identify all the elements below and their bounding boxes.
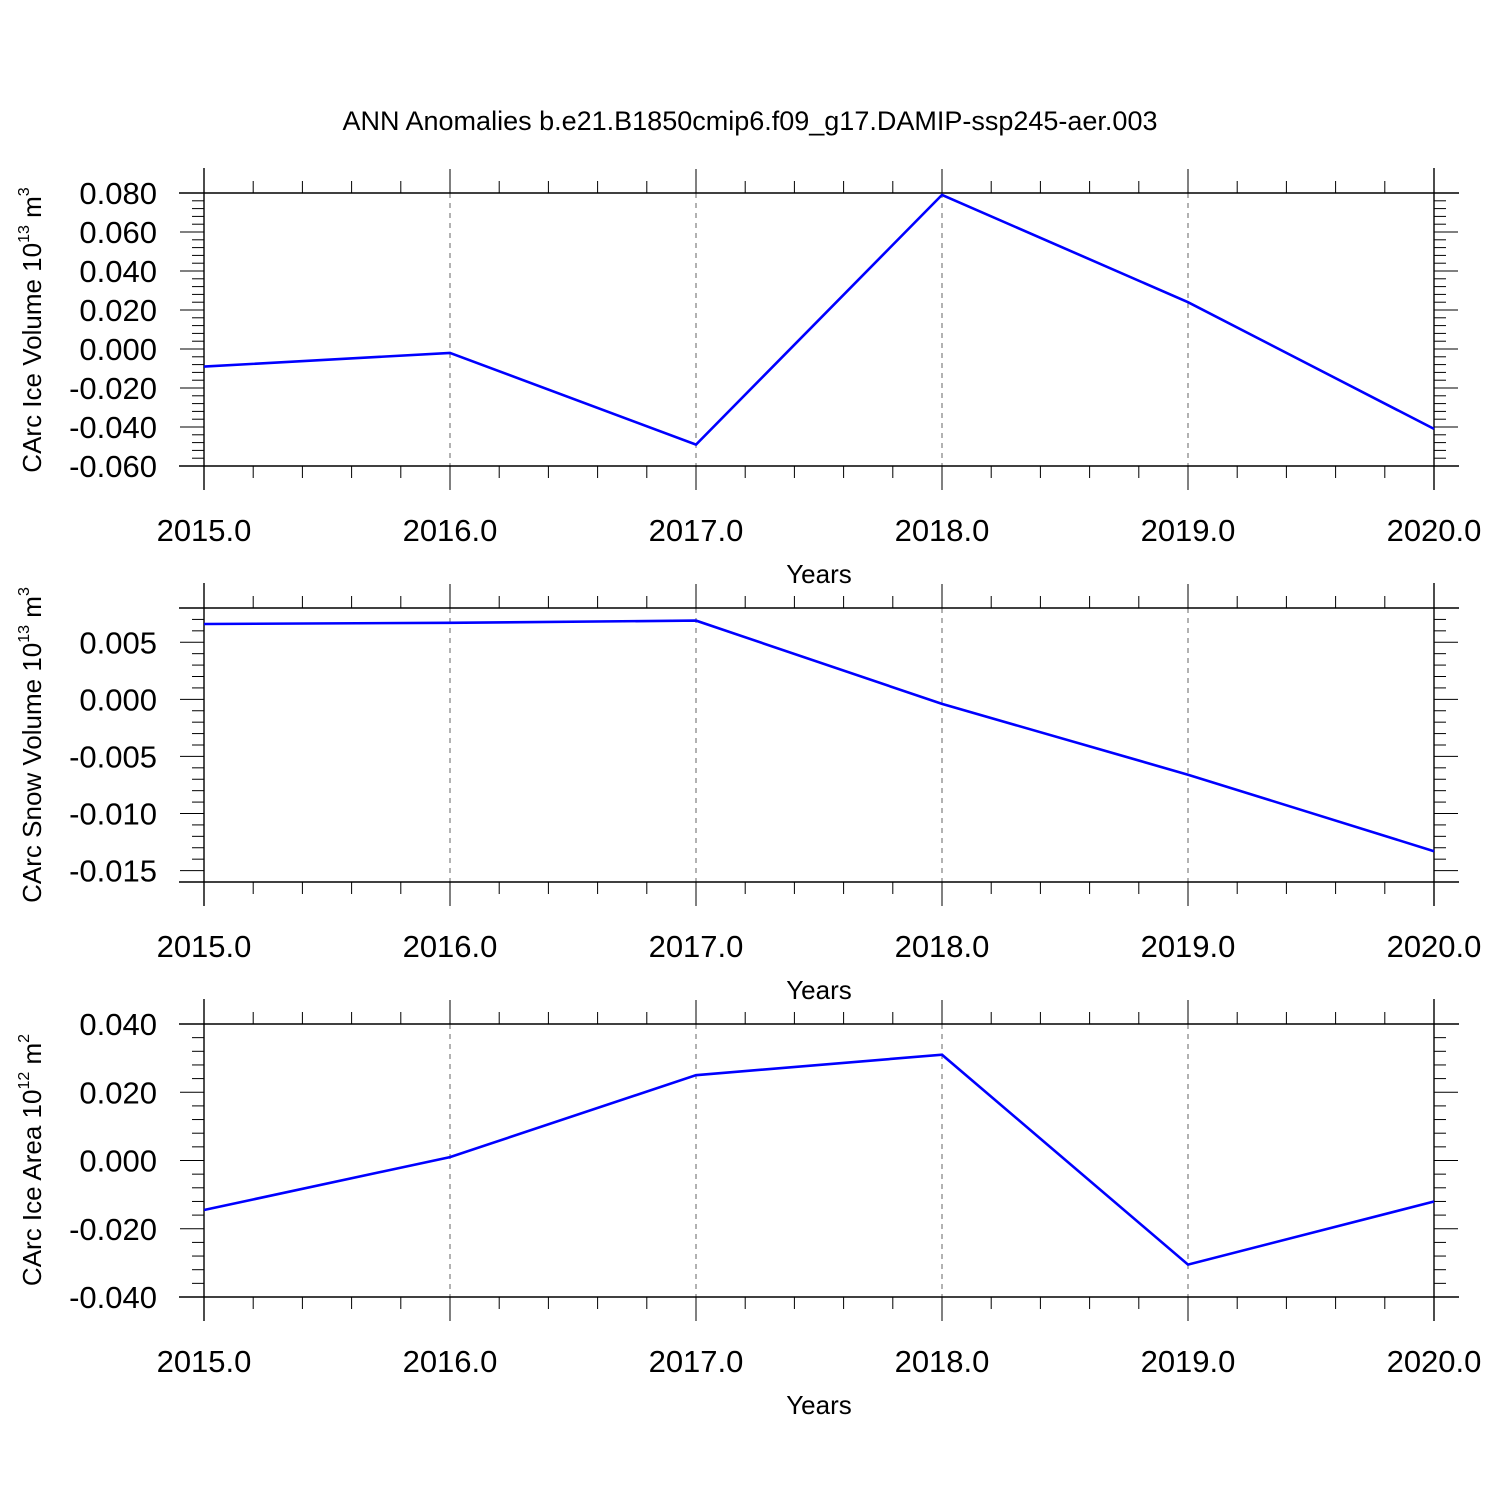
y-tick-label: -0.015	[69, 854, 157, 889]
x-tick-label: 2018.0	[895, 513, 990, 548]
y-tick-label: -0.020	[69, 371, 157, 406]
x-tick-label: 2016.0	[403, 929, 498, 964]
ice-volume-panel: -0.060 -0.040 -0.020 0.000 0.020 0.040 0.060 0.…	[16, 168, 1481, 589]
x-tick-label: 2019.0	[1141, 929, 1236, 964]
y-tick-label: 0.040	[79, 254, 157, 289]
figure-title: ANN Anomalies b.e21.B1850cmip6.f09_g17.D…	[343, 106, 1158, 136]
y-tick-label: -0.010	[69, 797, 157, 832]
x-axis-title: Years	[786, 559, 852, 589]
x-tick-label: 2020.0	[1387, 1344, 1482, 1379]
y-axis-title: CArc Ice Volume 1013 m3	[16, 187, 47, 472]
x-axis-title: Years	[786, 1390, 852, 1420]
y-tick-label: 0.020	[79, 1075, 157, 1110]
x-tick-label: 2015.0	[157, 1344, 252, 1379]
y-tick-label: 0.005	[79, 625, 157, 660]
y-tick-label: -0.040	[69, 410, 157, 445]
x-tick-label: 2017.0	[649, 929, 744, 964]
x-axis-title: Years	[786, 975, 852, 1005]
y-tick-label: 0.000	[79, 332, 157, 367]
series-line	[203, 619, 1435, 853]
x-tick-label: 2016.0	[403, 513, 498, 548]
y-tick-label: 0.040	[79, 1007, 157, 1042]
y-tick-label: -0.060	[69, 449, 157, 484]
x-tick-label: 2015.0	[157, 513, 252, 548]
x-tick-label: 2017.0	[649, 513, 744, 548]
y-axis-title: CArc Ice Area 1012 m2	[16, 1034, 47, 1286]
snow-volume-panel: -0.015 -0.010 -0.005 0.000 0.005 2015.0 2016.0…	[16, 583, 1481, 1005]
y-axis-title: CArc Snow Volume 1013 m3	[16, 587, 47, 903]
x-tick-label: 2020.0	[1387, 513, 1482, 548]
x-tick-label: 2018.0	[895, 929, 990, 964]
x-tick-label: 2016.0	[403, 1344, 498, 1379]
series-line	[203, 193, 1435, 447]
x-tick-label: 2015.0	[157, 929, 252, 964]
y-tick-label: 0.000	[79, 682, 157, 717]
x-tick-label: 2018.0	[895, 1344, 990, 1379]
x-tick-label: 2020.0	[1387, 929, 1482, 964]
x-tick-label: 2019.0	[1141, 1344, 1236, 1379]
ice-area-panel: -0.040 -0.020 0.000 0.020 0.040 2015.0 2016.0 2…	[16, 999, 1481, 1420]
y-tick-label: -0.020	[69, 1212, 157, 1247]
y-tick-label: 0.000	[79, 1144, 157, 1179]
y-tick-label: 0.080	[79, 176, 157, 211]
y-tick-label: -0.040	[69, 1280, 157, 1315]
series-line	[203, 1053, 1435, 1267]
y-tick-label: -0.005	[69, 739, 157, 774]
x-tick-label: 2017.0	[649, 1344, 744, 1379]
y-tick-label: 0.020	[79, 293, 157, 328]
y-tick-label: 0.060	[79, 215, 157, 250]
x-tick-label: 2019.0	[1141, 513, 1236, 548]
